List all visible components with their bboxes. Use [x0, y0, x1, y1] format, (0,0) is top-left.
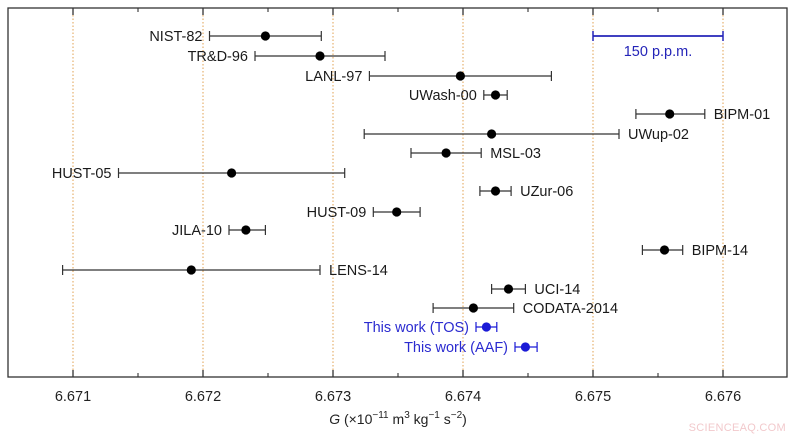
- point-marker: [659, 245, 670, 255]
- point-marker: [455, 71, 465, 81]
- point-marker: [315, 51, 325, 61]
- data-point: CODATA-2014: [432, 301, 618, 317]
- data-point: BIPM-14: [641, 243, 748, 259]
- scale-bar-label: 150 p.p.m.: [624, 44, 693, 60]
- point-marker: [468, 303, 478, 313]
- point-marker: [260, 31, 270, 41]
- tick-label: 6.675: [575, 389, 611, 405]
- data-point: This work (TOS): [364, 320, 498, 336]
- point-label: JILA-10: [172, 223, 222, 239]
- data-point: NIST-82: [149, 29, 322, 45]
- data-point: This work (AAF): [404, 340, 538, 356]
- point-label: HUST-05: [52, 166, 112, 182]
- data-points: NIST-82 TR&D-96 LANL-97 UWash-00 BIPM-01 UWup…: [52, 29, 770, 356]
- data-point: UZur-06: [479, 184, 573, 200]
- point-marker: [186, 265, 196, 275]
- point-label: UWup-02: [628, 127, 689, 143]
- data-point: HUST-09: [307, 205, 421, 221]
- data-point: MSL-03: [410, 146, 541, 162]
- point-label: UCI-14: [534, 282, 580, 298]
- watermark: SCIENCEAQ.COM: [688, 422, 786, 434]
- data-point: LANL-97: [305, 69, 553, 85]
- point-label: UZur-06: [520, 184, 573, 200]
- tick-label: 6.672: [185, 389, 221, 405]
- point-marker: [227, 168, 237, 178]
- data-point: JILA-10: [172, 223, 266, 239]
- point-marker: [487, 129, 497, 139]
- point-marker: [503, 284, 514, 294]
- tick-label: 6.674: [445, 389, 481, 405]
- point-label: UWash-00: [409, 88, 477, 104]
- point-label: This work (TOS): [364, 320, 469, 336]
- point-marker: [665, 109, 675, 119]
- point-label: BIPM-01: [714, 107, 770, 123]
- data-point: UCI-14: [491, 282, 580, 298]
- point-label: LANL-97: [305, 69, 362, 85]
- tick-label: 6.676: [705, 389, 741, 405]
- x-axis-ticks: [72, 8, 724, 377]
- point-marker: [441, 148, 451, 158]
- x-axis-tick-labels: 6.671 6.672 6.673 6.674 6.675 6.676: [55, 389, 741, 405]
- point-marker: [490, 90, 501, 100]
- scale-bar: 150 p.p.m.: [592, 31, 724, 60]
- point-label: BIPM-14: [692, 243, 748, 259]
- point-marker: [481, 322, 491, 332]
- point-marker: [520, 342, 531, 352]
- point-marker: [241, 225, 251, 235]
- point-marker: [392, 207, 402, 217]
- tick-label: 6.671: [55, 389, 91, 405]
- data-point: HUST-05: [52, 166, 346, 182]
- data-point: LENS-14: [61, 263, 388, 279]
- point-label: NIST-82: [149, 29, 202, 45]
- data-point: UWash-00: [409, 88, 508, 104]
- point-label: This work (AAF): [404, 340, 508, 356]
- point-label: TR&D-96: [188, 49, 248, 65]
- point-label: LENS-14: [329, 263, 388, 279]
- data-point: UWup-02: [363, 127, 689, 143]
- data-point: BIPM-01: [635, 107, 770, 123]
- tick-label: 6.673: [315, 389, 351, 405]
- point-label: HUST-09: [307, 205, 367, 221]
- point-label: MSL-03: [490, 146, 541, 162]
- point-marker: [490, 186, 501, 196]
- point-label: CODATA-2014: [523, 301, 618, 317]
- x-axis-title: G (×10−11 m3 kg−1 s−2): [329, 410, 467, 427]
- data-point: TR&D-96: [188, 49, 386, 65]
